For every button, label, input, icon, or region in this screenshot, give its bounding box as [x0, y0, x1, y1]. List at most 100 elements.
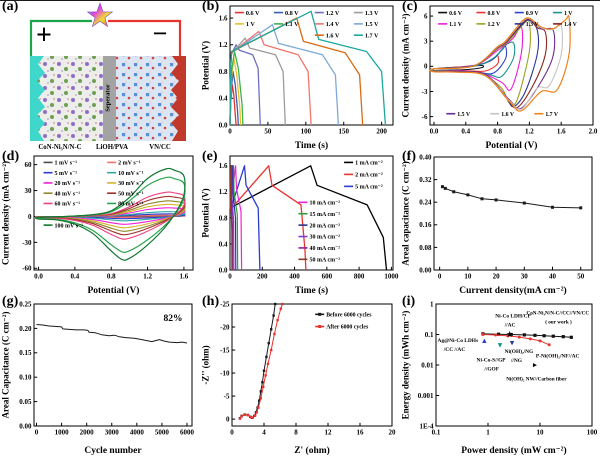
x-tick-label: 50	[577, 273, 585, 281]
x-tick-label: 4000	[130, 429, 145, 437]
legend-label: 1.4 V	[326, 21, 340, 28]
panel-e: (e) 0 200 400 600 800 1000 0.0 0.4 0.8 1.2 1.6 Time…	[200, 149, 400, 296]
x-tick-label: 1.2	[143, 273, 152, 281]
marker-square	[266, 362, 270, 366]
legend-label: 80 mV s⁻¹	[118, 202, 144, 208]
marker-square	[259, 397, 262, 400]
x-axis-label: Potential (V)	[88, 285, 140, 296]
annotation: CoN-Ni₃N/N-C//CC//VN/CC	[526, 310, 589, 316]
marker-square	[279, 307, 282, 310]
marker-circle	[538, 339, 542, 343]
y-tick-label: 30	[25, 187, 33, 195]
x-tick-label: 150	[338, 128, 349, 136]
panel-letter-c: (c)	[402, 0, 418, 14]
legend-label: 30 mV s⁻¹	[118, 181, 144, 187]
right-current-collector	[171, 56, 186, 141]
y-tick-label: 0.00	[419, 266, 432, 274]
y-tick-label: 0	[424, 63, 428, 71]
series-line	[229, 165, 307, 271]
chart-host-h: 0 4 8 12 16 20 0 -5 -10 -15 -20 -25 Z' (ohm) -Z'' (oh…	[200, 296, 400, 456]
legend-label: 2 mA cm⁻²	[355, 173, 383, 179]
panel-d: (d) 0.0 0.4 0.8 1.2 1.6 -60 -30 0 30 60 Potential …	[0, 149, 200, 296]
marker-square	[509, 332, 513, 337]
y-axis-label: Potential (V)	[201, 41, 211, 90]
series-line	[239, 303, 276, 419]
legend-label: 0.6 V	[449, 11, 463, 17]
electrolyte-label: LiOH/PVA	[96, 144, 128, 151]
panel-letter-a: (a)	[2, 0, 19, 14]
chart-h: 0 4 8 12 16 20 0 -5 -10 -15 -20 -25 Z' (ohm) -Z'' (oh…	[201, 300, 397, 456]
chart-g: 0 1000 2000 3000 4000 5000 6000 0.00 0.05 0.10 0.1…	[1, 300, 195, 456]
x-tick-label: 0.1	[432, 429, 441, 437]
chart-d: 0.0 0.4 0.8 1.2 1.6 -60 -30 0 30 60 Potential (V) C…	[1, 155, 194, 296]
annotation: /CC //AC	[443, 347, 466, 353]
panel-letter-f: (f)	[402, 149, 416, 164]
annotation: //AC	[504, 323, 516, 329]
panel-h: (h) 0 4 8 12 16 20 0 -5 -10 -15 -20 -25 Z' (ohm) -Z''…	[200, 294, 400, 456]
x-tick-label: 1.6	[180, 273, 189, 281]
legend-label: 1.7 V	[545, 112, 559, 118]
series-line	[35, 167, 186, 261]
series-line	[442, 186, 581, 209]
marker-square	[443, 186, 447, 190]
x-tick-label: 5000	[155, 429, 170, 437]
marker-square	[466, 193, 470, 197]
y-tick-label: 1E-4	[420, 422, 435, 430]
marker-square	[281, 302, 284, 306]
marker-circle	[506, 334, 510, 338]
chart-f: 0 10 20 30 40 50 0.00 0.08 0.16 0.24 0.32 0.40 Curre…	[401, 153, 593, 296]
x-axis-label: Cycle number	[84, 446, 142, 456]
y-tick-label: 0.1	[425, 331, 434, 339]
chart-host-b: 0 50 100 150 200 0.0 0.4 0.8 1.2 1.6 Time (s) Poten…	[200, 1, 400, 151]
y-tick-label: 0.15	[19, 349, 32, 357]
x-axis-label: Time (s)	[295, 140, 328, 151]
y-tick-label: 0.00	[19, 422, 32, 430]
panel-c: (c) 0.0 0.4 0.8 1.2 1.6 2.0 -6 -3 0 3 6 Potential (…	[400, 1, 600, 151]
annotation: //GOF	[483, 366, 499, 372]
marker-square	[251, 416, 254, 419]
x-tick-label: 600	[322, 273, 333, 281]
series-line	[229, 50, 244, 126]
separator-bar	[103, 56, 116, 141]
y-axis-label: Current density (mA cm⁻²)	[401, 13, 411, 117]
series-line	[229, 10, 387, 126]
y-tick-label: -10	[220, 369, 230, 377]
panel-letter-h: (h)	[202, 294, 220, 309]
legend-label: 40 mA cm⁻²	[309, 246, 340, 252]
annotation: 82%	[164, 314, 183, 324]
y-tick-label: 0.24	[419, 199, 432, 207]
y-tick-label: 0.001	[418, 392, 434, 400]
x-tick-label: 0.8	[493, 128, 502, 136]
x-tick-label: 0.4	[461, 128, 470, 136]
legend-label: 1.5 V	[457, 112, 471, 118]
marker-circle	[517, 335, 521, 339]
x-tick-label: 0.8	[107, 273, 116, 281]
x-tick-label: 40	[549, 273, 557, 281]
marker-square	[254, 414, 257, 417]
legend-label: 0.9 V	[526, 11, 540, 17]
pinwheel-star-icon	[86, 2, 114, 28]
x-tick-label: 800	[354, 273, 365, 281]
marker-square	[276, 318, 279, 322]
marker-square	[264, 374, 267, 377]
x-axis-label: Potential (V)	[486, 140, 538, 151]
axes-frame	[33, 303, 193, 427]
marker-square	[542, 334, 546, 338]
axes-frame	[231, 303, 393, 427]
legend-label: 1.1 V	[449, 22, 463, 28]
chart-c: 0.0 0.4 0.8 1.2 1.6 2.0 -6 -3 0 3 6 Potential (V) Cu…	[401, 5, 598, 151]
panel-letter-e: (e)	[202, 149, 218, 164]
legend-label: 0.8 V	[487, 11, 501, 17]
legend-label: 5 mA cm⁻²	[355, 185, 383, 191]
annotation: Ni(OH)₂ NW//Carbon fiber	[506, 375, 567, 382]
marker-square	[255, 410, 258, 414]
y-tick-label: 0.0	[219, 266, 228, 274]
legend-label: 40 mV s⁻¹	[55, 191, 81, 197]
chart-i: 0.1 1 10 100 1 0.1 0.01 0.001 1E-4 Power density …	[401, 300, 598, 456]
legend-label: 20 mV s⁻¹	[55, 181, 81, 187]
marker-square	[262, 369, 266, 372]
marker-square	[238, 417, 242, 420]
y-tick-label: -30	[22, 239, 32, 247]
series-line	[229, 17, 364, 126]
